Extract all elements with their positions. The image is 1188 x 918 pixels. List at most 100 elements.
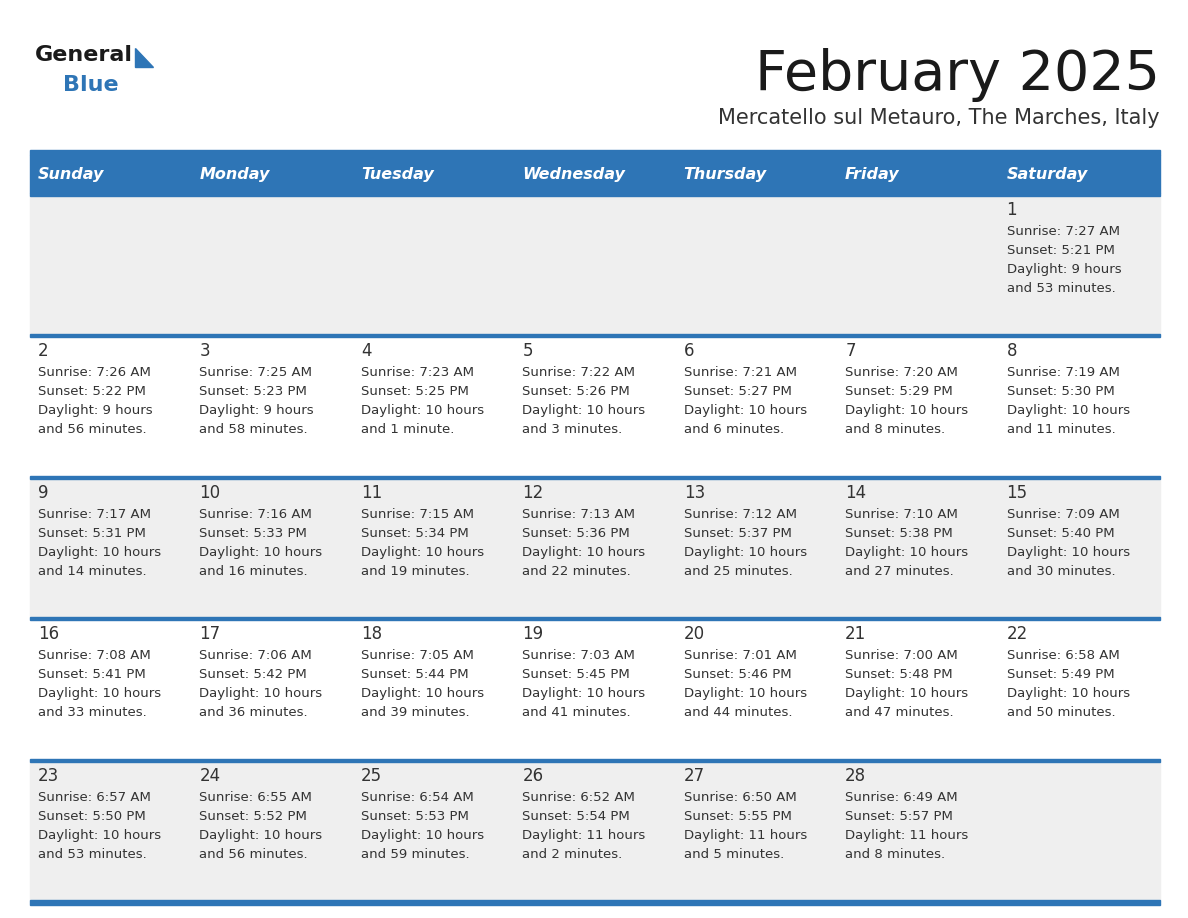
Text: Sunrise: 6:57 AM: Sunrise: 6:57 AM — [38, 790, 151, 803]
Bar — [353, 479, 514, 617]
Text: Sunset: 5:44 PM: Sunset: 5:44 PM — [361, 668, 468, 681]
Text: Sunrise: 6:58 AM: Sunrise: 6:58 AM — [1006, 649, 1119, 662]
Text: 14: 14 — [845, 484, 866, 502]
Text: Sunset: 5:21 PM: Sunset: 5:21 PM — [1006, 244, 1114, 257]
Text: Daylight: 11 hours: Daylight: 11 hours — [684, 829, 807, 842]
Bar — [30, 196, 191, 334]
Text: Daylight: 10 hours: Daylight: 10 hours — [361, 829, 484, 842]
Bar — [838, 479, 999, 617]
Text: and 39 minutes.: and 39 minutes. — [361, 706, 469, 719]
Text: Daylight: 10 hours: Daylight: 10 hours — [38, 546, 162, 559]
Text: Sunrise: 7:09 AM: Sunrise: 7:09 AM — [1006, 508, 1119, 521]
Bar — [514, 621, 676, 758]
Text: February 2025: February 2025 — [756, 48, 1159, 102]
Text: Blue: Blue — [63, 75, 119, 95]
Bar — [838, 621, 999, 758]
Text: and 36 minutes.: and 36 minutes. — [200, 706, 308, 719]
Bar — [999, 479, 1159, 617]
Text: Daylight: 9 hours: Daylight: 9 hours — [38, 405, 152, 418]
Text: Daylight: 10 hours: Daylight: 10 hours — [200, 546, 323, 559]
Text: 3: 3 — [200, 342, 210, 361]
Text: Sunset: 5:37 PM: Sunset: 5:37 PM — [684, 527, 791, 540]
Text: Sunset: 5:46 PM: Sunset: 5:46 PM — [684, 668, 791, 681]
Bar — [514, 196, 676, 334]
Text: Sunrise: 7:22 AM: Sunrise: 7:22 AM — [523, 366, 636, 379]
Text: and 47 minutes.: and 47 minutes. — [845, 706, 954, 719]
Text: and 2 minutes.: and 2 minutes. — [523, 847, 623, 860]
Text: Daylight: 10 hours: Daylight: 10 hours — [361, 405, 484, 418]
Bar — [30, 193, 1159, 196]
Bar — [30, 476, 1159, 479]
Text: General: General — [34, 45, 133, 65]
Bar — [191, 196, 353, 334]
Text: 4: 4 — [361, 342, 372, 361]
Text: Daylight: 10 hours: Daylight: 10 hours — [38, 829, 162, 842]
Text: and 33 minutes.: and 33 minutes. — [38, 706, 147, 719]
Text: and 56 minutes.: and 56 minutes. — [200, 847, 308, 860]
Text: Sunrise: 6:52 AM: Sunrise: 6:52 AM — [523, 790, 636, 803]
Text: 9: 9 — [38, 484, 49, 502]
Text: Sunrise: 7:26 AM: Sunrise: 7:26 AM — [38, 366, 151, 379]
Bar — [676, 762, 838, 900]
Text: 19: 19 — [523, 625, 543, 644]
Text: 17: 17 — [200, 625, 221, 644]
Text: and 25 minutes.: and 25 minutes. — [684, 565, 792, 577]
Bar — [191, 479, 353, 617]
Text: Sunset: 5:25 PM: Sunset: 5:25 PM — [361, 386, 469, 398]
Bar — [676, 621, 838, 758]
Text: Sunset: 5:38 PM: Sunset: 5:38 PM — [845, 527, 953, 540]
Text: and 50 minutes.: and 50 minutes. — [1006, 706, 1116, 719]
Bar — [30, 758, 1159, 762]
Text: Sunrise: 7:03 AM: Sunrise: 7:03 AM — [523, 649, 636, 662]
Text: Sunset: 5:50 PM: Sunset: 5:50 PM — [38, 810, 146, 823]
Text: 25: 25 — [361, 767, 383, 785]
Text: and 8 minutes.: and 8 minutes. — [845, 423, 946, 436]
Text: Sunrise: 7:12 AM: Sunrise: 7:12 AM — [684, 508, 797, 521]
Text: 2: 2 — [38, 342, 49, 361]
Text: Mercatello sul Metauro, The Marches, Italy: Mercatello sul Metauro, The Marches, Ita… — [719, 108, 1159, 128]
Text: Sunrise: 6:55 AM: Sunrise: 6:55 AM — [200, 790, 312, 803]
Text: Sunset: 5:52 PM: Sunset: 5:52 PM — [200, 810, 308, 823]
Text: and 41 minutes.: and 41 minutes. — [523, 706, 631, 719]
Text: Sunrise: 7:08 AM: Sunrise: 7:08 AM — [38, 649, 151, 662]
Text: 8: 8 — [1006, 342, 1017, 361]
Text: Tuesday: Tuesday — [361, 166, 434, 182]
Text: Sunrise: 6:49 AM: Sunrise: 6:49 AM — [845, 790, 958, 803]
Text: and 27 minutes.: and 27 minutes. — [845, 565, 954, 577]
Text: Sunrise: 6:50 AM: Sunrise: 6:50 AM — [684, 790, 796, 803]
Text: 15: 15 — [1006, 484, 1028, 502]
Text: Daylight: 10 hours: Daylight: 10 hours — [684, 688, 807, 700]
Text: and 6 minutes.: and 6 minutes. — [684, 423, 784, 436]
Text: Sunset: 5:31 PM: Sunset: 5:31 PM — [38, 527, 146, 540]
Text: Daylight: 10 hours: Daylight: 10 hours — [845, 546, 968, 559]
Text: 28: 28 — [845, 767, 866, 785]
Text: and 11 minutes.: and 11 minutes. — [1006, 423, 1116, 436]
Text: and 1 minute.: and 1 minute. — [361, 423, 454, 436]
Text: Sunrise: 7:05 AM: Sunrise: 7:05 AM — [361, 649, 474, 662]
Text: and 44 minutes.: and 44 minutes. — [684, 706, 792, 719]
Bar — [30, 155, 1159, 193]
Text: Daylight: 10 hours: Daylight: 10 hours — [845, 688, 968, 700]
Text: Wednesday: Wednesday — [523, 166, 625, 182]
Text: Sunset: 5:42 PM: Sunset: 5:42 PM — [200, 668, 308, 681]
Text: Daylight: 10 hours: Daylight: 10 hours — [361, 688, 484, 700]
Bar — [353, 621, 514, 758]
Bar — [30, 621, 191, 758]
Text: and 19 minutes.: and 19 minutes. — [361, 565, 469, 577]
Text: Sunrise: 7:21 AM: Sunrise: 7:21 AM — [684, 366, 797, 379]
Text: Daylight: 10 hours: Daylight: 10 hours — [1006, 546, 1130, 559]
Text: Daylight: 10 hours: Daylight: 10 hours — [361, 546, 484, 559]
Text: Sunset: 5:45 PM: Sunset: 5:45 PM — [523, 668, 630, 681]
Bar — [353, 762, 514, 900]
Bar — [838, 338, 999, 476]
Bar — [353, 338, 514, 476]
Bar — [353, 196, 514, 334]
Text: Sunrise: 6:54 AM: Sunrise: 6:54 AM — [361, 790, 474, 803]
Text: and 56 minutes.: and 56 minutes. — [38, 423, 146, 436]
Text: Daylight: 10 hours: Daylight: 10 hours — [1006, 688, 1130, 700]
Text: Daylight: 10 hours: Daylight: 10 hours — [523, 546, 645, 559]
Text: Sunset: 5:34 PM: Sunset: 5:34 PM — [361, 527, 468, 540]
Text: Daylight: 10 hours: Daylight: 10 hours — [38, 688, 162, 700]
Bar — [30, 762, 191, 900]
Text: and 58 minutes.: and 58 minutes. — [200, 423, 308, 436]
